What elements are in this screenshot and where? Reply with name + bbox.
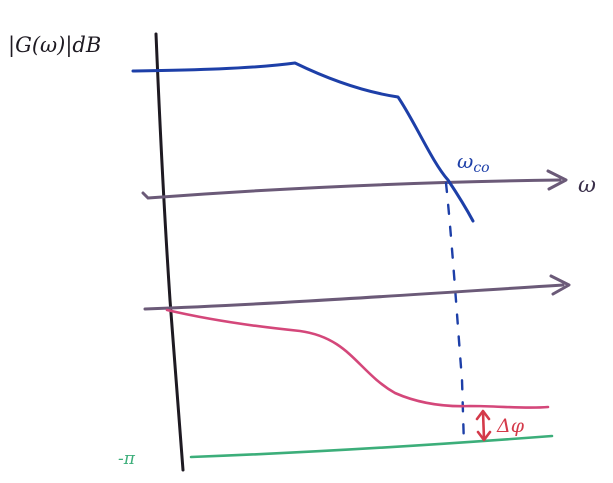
- magnitude-axis-label: |G(ω)|dB: [8, 33, 101, 58]
- phase-curve: [165, 308, 550, 409]
- phase-frequency-axis: [143, 283, 565, 311]
- vertical-axis: [154, 32, 185, 472]
- minus-pi-reference-line: [189, 434, 554, 459]
- crossover-guide-line: [444, 181, 466, 448]
- phase-frequency-axis-arrow: [549, 274, 571, 296]
- phase-margin-arrow: [475, 409, 492, 442]
- omega-axis-label: ω: [578, 173, 596, 198]
- magnitude-frequency-axis-arrow: [546, 169, 568, 191]
- magnitude-frequency-axis: [141, 178, 562, 200]
- minus-pi-label: -π: [118, 449, 136, 469]
- magnitude-curve: [131, 61, 475, 223]
- phase-margin-label: Δφ: [496, 415, 525, 437]
- crossover-frequency-label: ωco: [457, 149, 490, 176]
